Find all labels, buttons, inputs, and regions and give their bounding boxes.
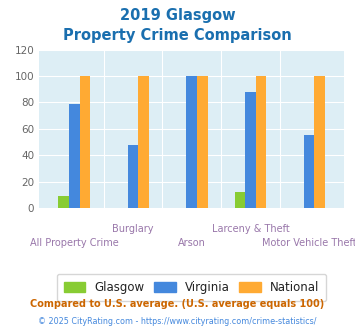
Text: Arson: Arson: [178, 238, 206, 248]
Bar: [304, 135, 315, 208]
Bar: [69, 104, 80, 208]
Text: Larceny & Theft: Larceny & Theft: [212, 224, 289, 234]
Bar: [138, 76, 149, 208]
Text: 2019 Glasgow: 2019 Glasgow: [120, 8, 235, 23]
Bar: [235, 192, 245, 208]
Bar: [59, 196, 69, 208]
Text: Property Crime Comparison: Property Crime Comparison: [63, 28, 292, 43]
Bar: [186, 76, 197, 208]
Bar: [197, 76, 208, 208]
Text: © 2025 CityRating.com - https://www.cityrating.com/crime-statistics/: © 2025 CityRating.com - https://www.city…: [38, 317, 317, 326]
Text: Compared to U.S. average. (U.S. average equals 100): Compared to U.S. average. (U.S. average …: [31, 299, 324, 309]
Text: Motor Vehicle Theft: Motor Vehicle Theft: [262, 238, 355, 248]
Bar: [256, 76, 266, 208]
Legend: Glasgow, Virginia, National: Glasgow, Virginia, National: [57, 274, 327, 301]
Text: Burglary: Burglary: [112, 224, 154, 234]
Text: All Property Crime: All Property Crime: [30, 238, 119, 248]
Bar: [80, 76, 90, 208]
Bar: [245, 92, 256, 208]
Bar: [128, 145, 138, 208]
Bar: [315, 76, 325, 208]
